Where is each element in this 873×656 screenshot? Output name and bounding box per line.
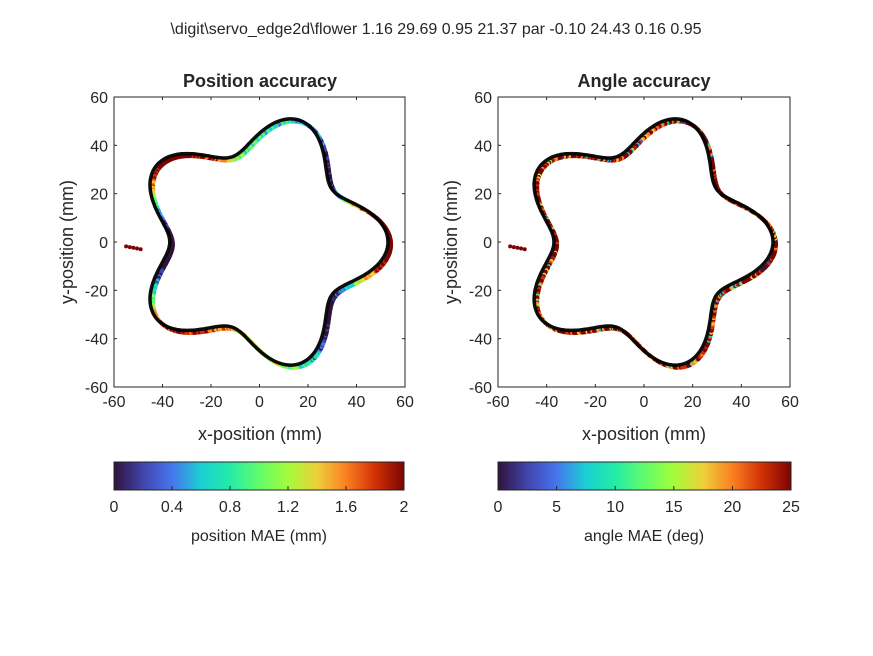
colorbar-tick-label: 0.8 xyxy=(219,499,241,516)
y-tick-label: -40 xyxy=(85,332,108,349)
start-point xyxy=(131,245,136,250)
start-point xyxy=(124,244,129,249)
x-tick-label: 20 xyxy=(684,394,702,411)
x-tick-label: 0 xyxy=(640,394,649,411)
chart-title: Angle accuracy xyxy=(577,71,710,91)
colorbar-tick-label: 0 xyxy=(494,499,503,516)
x-tick-label: -20 xyxy=(199,394,222,411)
colorbar xyxy=(113,461,405,491)
start-point xyxy=(522,247,527,252)
colorbar-tick-label: 1.6 xyxy=(335,499,357,516)
x-tick-label: 0 xyxy=(255,394,264,411)
x-axis-label: x-position (mm) xyxy=(198,424,322,444)
y-axis-label: y-position (mm) xyxy=(441,180,461,304)
colorbar-tick-label: 2 xyxy=(400,499,409,516)
colorbar xyxy=(497,461,792,491)
x-tick-label: 20 xyxy=(299,394,317,411)
position-accuracy-chart: Position accuracy -60 -40 -20 0 20 40 60-60-40… xyxy=(57,71,414,545)
y-tick-label: -40 xyxy=(469,332,492,349)
start-point xyxy=(135,246,140,251)
y-axis-label: y-position (mm) xyxy=(57,180,77,304)
colorbar-tick-label: 15 xyxy=(665,499,683,516)
prediction-point xyxy=(388,243,394,249)
x-axis-label: x-position (mm) xyxy=(582,424,706,444)
colorbar-tick-label: 1.2 xyxy=(277,499,299,516)
y-tick-label: 20 xyxy=(474,187,492,204)
colorbar-label: angle MAE (deg) xyxy=(584,528,704,545)
start-point xyxy=(127,245,132,250)
x-tick-label: 60 xyxy=(781,394,799,411)
data-marks xyxy=(124,117,394,370)
start-point xyxy=(511,245,516,250)
y-tick-label: 20 xyxy=(90,187,108,204)
y-tick-label: -20 xyxy=(469,283,492,300)
x-tick-label: 60 xyxy=(396,394,414,411)
x-tick-label: -60 xyxy=(486,394,509,411)
y-tick-label: 60 xyxy=(474,90,492,107)
angle-accuracy-chart: Angle accuracy -60 -40 -20 0 20 40 60 -60 -40 -20… xyxy=(441,71,800,545)
prediction-point xyxy=(773,243,778,249)
colorbar-tick-label: 5 xyxy=(552,499,561,516)
x-tick-label: 40 xyxy=(348,394,366,411)
y-tick-label: -60 xyxy=(85,380,108,397)
colorbar-label: position MAE (mm) xyxy=(191,528,327,545)
x-tick-label: -40 xyxy=(535,394,558,411)
y-tick-label: 60 xyxy=(90,90,108,107)
figure-suptitle: \digit\servo_edge2d\flower 1.16 29.69 0.… xyxy=(170,21,701,38)
colorbar-tick-label: 20 xyxy=(724,499,742,516)
colorbar-tick-label: 10 xyxy=(606,499,624,516)
colorbar-tick-label: 0 xyxy=(110,499,119,516)
plot-area xyxy=(497,96,791,388)
start-point xyxy=(519,246,524,251)
y-tick-label: -20 xyxy=(85,283,108,300)
axis-ticks: -60 -40 -20 0 20 40 60 -60 -40 -20 0 20 40 60 xyxy=(469,90,799,411)
y-tick-label: 0 xyxy=(99,235,108,252)
ground-truth-line xyxy=(148,117,390,367)
start-point xyxy=(508,244,513,249)
y-tick-label: -60 xyxy=(469,380,492,397)
x-tick-label: 40 xyxy=(732,394,750,411)
axis-ticks: -60 -40 -20 0 20 40 60 -60 -40 -20 0 20 40 60 xyxy=(85,90,414,411)
colorbar-ticks: 0 0.4 0.8 1.2 1.6 2 xyxy=(110,486,409,516)
chart-title: Position accuracy xyxy=(183,71,337,91)
ground-truth-line xyxy=(532,117,775,367)
y-tick-label: 40 xyxy=(474,138,492,155)
start-point xyxy=(515,245,520,250)
x-tick-label: -20 xyxy=(584,394,607,411)
y-tick-label: 40 xyxy=(90,138,108,155)
x-tick-label: -60 xyxy=(102,394,125,411)
start-point xyxy=(138,247,143,252)
y-tick-label: 0 xyxy=(483,235,492,252)
colorbar-tick-label: 25 xyxy=(782,499,800,516)
data-marks xyxy=(508,117,779,370)
colorbar-tick-label: 0.4 xyxy=(161,499,183,516)
x-tick-label: -40 xyxy=(151,394,174,411)
colorbar-ticks: 0 5 10 15 20 25 xyxy=(494,486,800,516)
plot-area xyxy=(113,96,406,388)
